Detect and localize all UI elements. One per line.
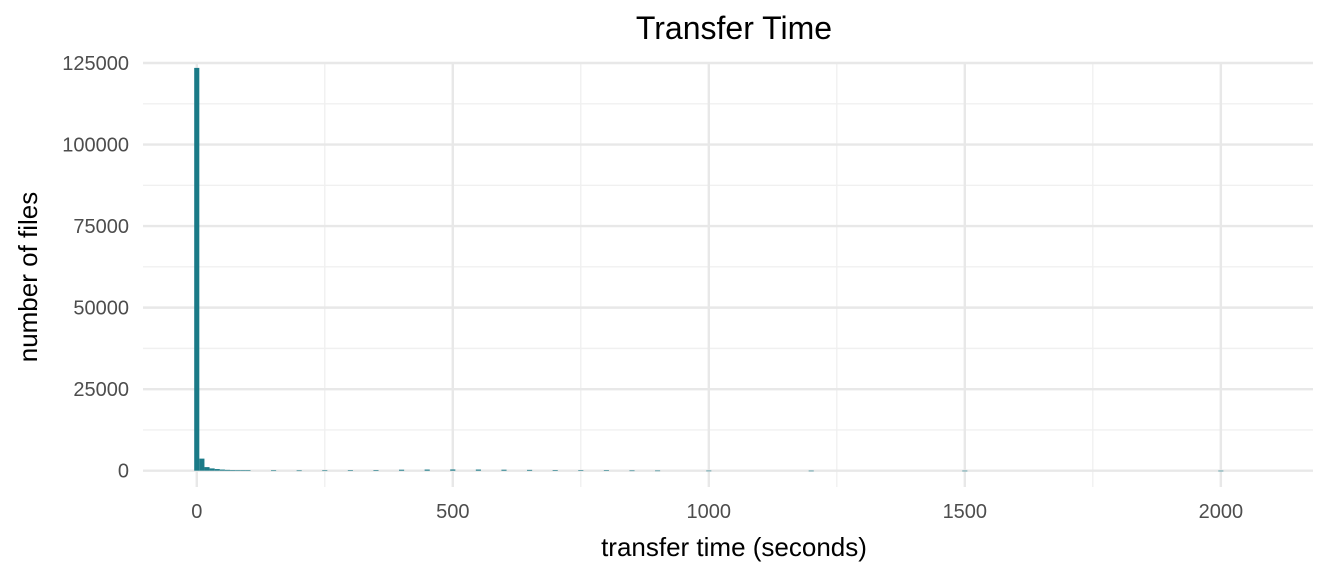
histogram-bar	[475, 469, 481, 471]
histogram-bar	[578, 470, 584, 471]
histogram-bar	[240, 470, 246, 471]
histogram-bar	[962, 470, 968, 472]
histogram-bar	[347, 470, 353, 471]
histogram-bar	[235, 470, 241, 471]
major-gridlines	[143, 61, 1313, 487]
histogram-bar	[230, 470, 236, 471]
x-tick-label: 500	[436, 501, 469, 523]
histogram-bar	[322, 470, 328, 472]
x-axis-label: transfer time (seconds)	[601, 532, 867, 562]
histogram-bar	[603, 470, 609, 471]
histogram-bar	[199, 458, 205, 471]
minor-gridlines	[143, 63, 1313, 487]
histogram-bar	[424, 469, 430, 471]
y-axis-tick-labels: 0 25000 50000 75000 100000 125000	[62, 53, 129, 483]
histogram-bar	[373, 470, 379, 471]
x-axis-tick-labels: 0 500 1000 1500 2000	[191, 501, 1243, 523]
histogram-bar	[706, 470, 712, 472]
x-tick-label: 0	[191, 501, 202, 523]
y-axis-label: number of files	[13, 192, 43, 363]
y-tick-label: 25000	[73, 379, 129, 401]
histogram-bar	[194, 67, 200, 471]
histogram-bar	[629, 470, 635, 472]
y-tick-label: 125000	[62, 53, 129, 75]
histogram-bar	[527, 469, 533, 471]
histogram-bar	[399, 469, 405, 471]
x-tick-label: 2000	[1199, 501, 1244, 523]
histogram-bar	[1218, 470, 1224, 472]
histogram-bar	[214, 469, 220, 471]
y-tick-label: 75000	[73, 216, 129, 238]
histogram-bar	[245, 470, 251, 471]
histogram-bar	[655, 470, 661, 472]
histogram-bar	[219, 469, 225, 471]
histogram-bar	[450, 469, 456, 471]
histogram-bar	[552, 470, 558, 471]
histogram-bar	[224, 469, 231, 471]
histogram-bar	[808, 470, 814, 472]
y-tick-label: 0	[118, 461, 129, 483]
y-tick-label: 100000	[62, 135, 129, 157]
y-tick-label: 50000	[73, 298, 129, 320]
histogram-bar	[204, 467, 210, 471]
histogram-bars	[194, 67, 1224, 472]
x-tick-label: 1000	[687, 501, 732, 523]
chart-title: Transfer Time	[636, 10, 832, 46]
histogram-bar	[296, 470, 302, 472]
histogram-bar	[501, 469, 507, 471]
histogram-bar	[271, 470, 277, 472]
histogram-bar	[209, 468, 215, 471]
x-tick-label: 1500	[943, 501, 988, 523]
